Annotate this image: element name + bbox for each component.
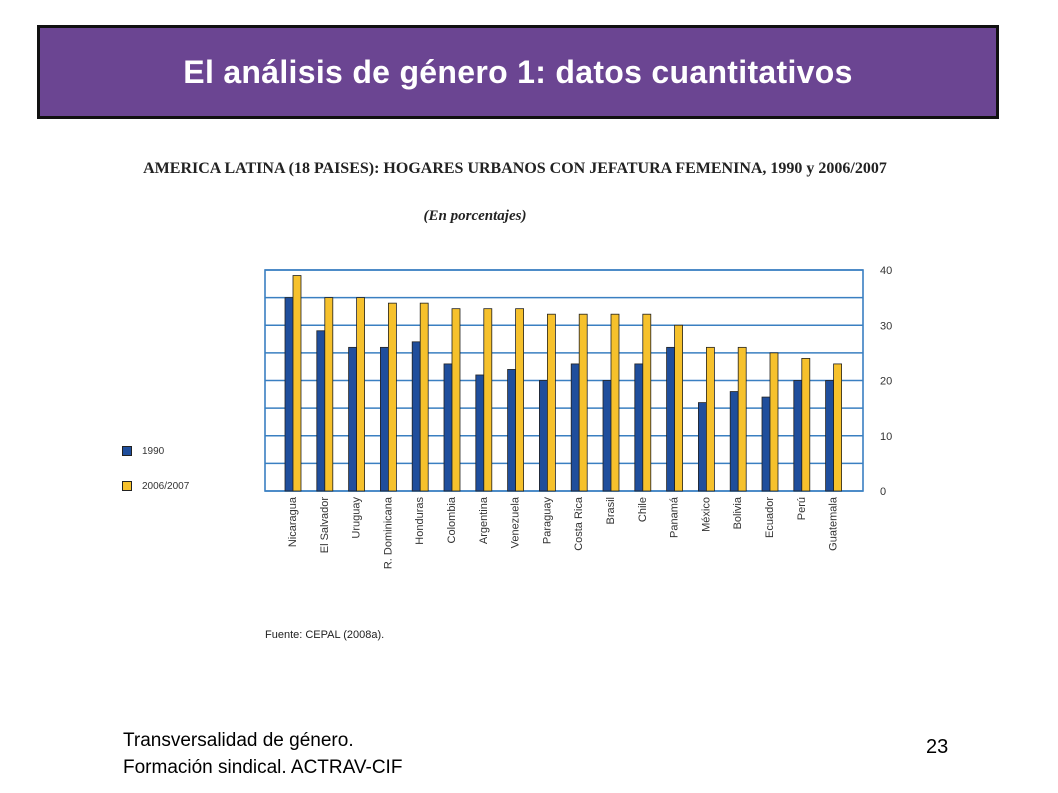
- bar-2006-2007: [387, 302, 397, 492]
- bar-2006-2007: [324, 297, 334, 492]
- legend-item-2006: 2006/2007: [122, 479, 189, 493]
- y-tick-label: 30: [880, 320, 892, 332]
- legend-item-1990: 1990: [122, 444, 189, 458]
- bar-2006-2007: [578, 313, 588, 492]
- x-tick-label: Guatemala: [828, 496, 840, 551]
- bar-1990: [284, 297, 294, 492]
- bar-1990: [698, 402, 707, 492]
- title-banner: El análisis de género 1: datos cuantitat…: [37, 25, 999, 119]
- x-tick-label: Colombia: [446, 496, 458, 543]
- bar-2006-2007: [737, 346, 747, 492]
- bar-2006-2007: [451, 308, 461, 492]
- bar-1990: [602, 380, 612, 492]
- x-tick-label: Honduras: [414, 497, 426, 545]
- bar-2006-2007: [547, 313, 556, 492]
- bar-2006-2007: [292, 275, 302, 492]
- footer-line-2: Formación sindical. ACTRAV-CIF: [123, 757, 403, 778]
- bar-1990: [539, 380, 548, 492]
- bar-2006-2007: [515, 308, 524, 492]
- legend-swatch-1990: [122, 446, 132, 456]
- y-tick-label: 20: [880, 376, 892, 388]
- bar-2006-2007: [801, 357, 811, 492]
- x-tick-label: Brasil: [605, 497, 617, 525]
- footer-line-1: Transversalidad de género.: [123, 730, 354, 751]
- bar-1990: [793, 380, 803, 492]
- slide-title: El análisis de género 1: datos cuantitat…: [183, 53, 853, 90]
- y-tick-label: 0: [880, 486, 886, 498]
- bar-1990: [666, 346, 675, 492]
- x-tick-label: El Salvador: [319, 497, 331, 554]
- x-tick-label: Argentina: [478, 496, 490, 544]
- legend-label-2006: 2006/2007: [142, 480, 190, 492]
- bar-1990: [570, 363, 580, 492]
- bar-2006-2007: [674, 324, 683, 492]
- bar-1990: [411, 341, 421, 492]
- bar-1990: [316, 330, 326, 492]
- footer: Transversalidad de género. Formación sin…: [123, 727, 402, 781]
- bar-1990: [729, 391, 739, 492]
- x-tick-label: R. Dominicana: [382, 496, 394, 569]
- bar-1990: [379, 346, 389, 492]
- legend-swatch-2006: [122, 481, 132, 491]
- bar-2006-2007: [419, 302, 429, 492]
- x-tick-label: Chile: [637, 497, 649, 522]
- bar-2006-2007: [483, 308, 493, 492]
- bar-1990: [443, 363, 453, 492]
- x-tick-label: Costa Rica: [573, 496, 585, 551]
- chart-title: AMERICA LATINA (18 PAISES): HOGARES URBA…: [143, 160, 887, 177]
- bar-2006-2007: [356, 297, 366, 492]
- x-tick-label: Ecuador: [764, 497, 776, 538]
- chart-legend: 1990 2006/2007: [122, 444, 189, 514]
- bar-1990: [761, 396, 771, 492]
- chart-subtitle: (En porcentajes): [423, 208, 527, 224]
- y-tick-label: 10: [880, 431, 892, 443]
- y-tick-label: 40: [880, 265, 892, 277]
- plot-frame: [264, 269, 864, 492]
- bar-2006-2007: [642, 313, 652, 492]
- bar-2006-2007: [833, 363, 842, 492]
- x-tick-label: Venezuela: [510, 496, 522, 548]
- x-tick-label: Bolivia: [732, 496, 744, 529]
- bar-1990: [475, 374, 485, 492]
- x-tick-label: Paraguay: [541, 497, 553, 545]
- bar-1990: [507, 369, 517, 492]
- x-tick-label: Perú: [796, 497, 808, 520]
- legend-label-1990: 1990: [142, 445, 165, 457]
- bar-1990: [825, 380, 834, 492]
- bar-1990: [348, 346, 358, 492]
- bar-2006-2007: [769, 352, 779, 492]
- source-note: Fuente: CEPAL (2008a).: [265, 629, 385, 641]
- bar-1990: [634, 363, 644, 492]
- x-tick-label: México: [700, 497, 712, 532]
- page-number: 23: [926, 736, 949, 758]
- x-tick-label: Panamá: [669, 496, 681, 538]
- x-tick-label: Nicaragua: [287, 496, 299, 547]
- x-tick-label: Uruguay: [351, 497, 363, 539]
- bar-2006-2007: [610, 313, 620, 492]
- bar-2006-2007: [706, 346, 715, 492]
